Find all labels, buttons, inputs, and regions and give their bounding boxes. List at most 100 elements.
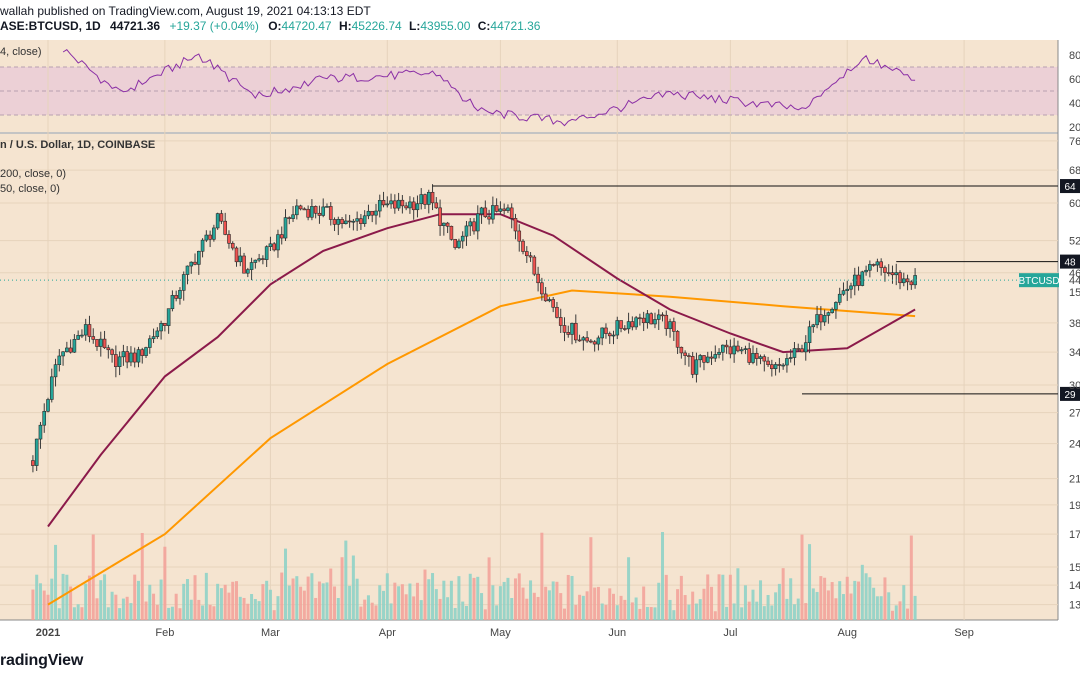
volume-bar xyxy=(438,598,442,620)
candle-body xyxy=(151,336,156,340)
candle-body xyxy=(773,364,778,370)
candle-body xyxy=(347,220,352,223)
candle-body xyxy=(121,351,126,358)
volume-bar xyxy=(713,611,717,620)
candle-body xyxy=(570,322,574,335)
volume-bar xyxy=(348,585,352,620)
candle-body xyxy=(208,234,212,240)
volume-bar xyxy=(864,573,868,620)
volume-bar xyxy=(593,587,597,620)
candle-body xyxy=(38,424,43,440)
candle-body xyxy=(166,308,171,326)
candle-body xyxy=(491,205,495,220)
volume-bar xyxy=(687,604,691,620)
candle-body xyxy=(340,218,344,224)
candle-body xyxy=(604,327,608,334)
volume-bar xyxy=(906,608,910,620)
candle-body xyxy=(83,324,88,336)
volume-bar xyxy=(849,593,853,620)
volume-bar xyxy=(351,555,355,620)
candle-body xyxy=(234,247,239,263)
symbol-tag-label: BTCUSD xyxy=(1018,276,1059,287)
price-axis-tick: 24 xyxy=(1069,439,1080,451)
candle-body xyxy=(106,347,111,351)
candle-body xyxy=(61,351,65,357)
volume-bar xyxy=(389,603,393,620)
candle-body xyxy=(200,239,205,252)
volume-bar xyxy=(329,568,333,620)
time-axis[interactable]: 2021 Feb Mar Apr May Jun Jul Aug Sep xyxy=(36,627,974,639)
volume-bar xyxy=(415,582,419,620)
candle-body xyxy=(366,210,371,217)
candle-body xyxy=(679,346,684,354)
candle-body xyxy=(215,213,220,229)
volume-bar xyxy=(35,574,39,620)
volume-bar xyxy=(725,606,729,620)
candle-body xyxy=(638,317,642,320)
volume-bar xyxy=(359,606,363,620)
rsi-axis[interactable]: 80 60 40 20 xyxy=(1069,50,1080,134)
price-axis-tick: 27 xyxy=(1069,408,1080,420)
volume-bar xyxy=(706,574,710,620)
volume-bar xyxy=(306,576,310,620)
candle-body xyxy=(227,234,231,244)
ma50-line xyxy=(47,213,916,528)
candle-body xyxy=(743,348,748,350)
volume-bar xyxy=(366,595,370,620)
candle-body xyxy=(178,290,182,299)
volume-bar xyxy=(227,592,231,620)
volume-bar xyxy=(800,534,804,620)
volume-bar xyxy=(710,586,714,620)
candle-body xyxy=(713,354,718,359)
candle-body xyxy=(626,321,631,330)
volume-bar xyxy=(702,588,706,620)
volume-bar xyxy=(657,582,661,620)
low-value: 43955.00 xyxy=(420,19,471,33)
candle-body xyxy=(434,202,439,209)
ma50-legend: 50, close, 0) xyxy=(0,183,60,195)
volume-bar xyxy=(566,574,570,620)
volume-bar xyxy=(299,586,303,620)
time-axis-tick: Mar xyxy=(261,627,280,639)
price-axis-tick: 13 xyxy=(1069,600,1080,612)
candle-body xyxy=(125,351,129,363)
volume-bar xyxy=(841,594,845,620)
candle-body xyxy=(909,281,914,286)
volume-bar xyxy=(570,575,574,620)
volume-bar xyxy=(529,580,533,620)
candle-body xyxy=(42,411,47,426)
horizontal-levels[interactable]: 64 48 29 BTCUSD xyxy=(0,179,1080,401)
candle-body xyxy=(287,217,292,219)
candle-body xyxy=(276,234,280,251)
candle-body xyxy=(351,220,356,223)
candle-body xyxy=(76,335,80,340)
candle-body xyxy=(894,272,899,276)
volume-bar xyxy=(751,589,755,620)
volume-bar xyxy=(170,606,174,620)
volume-bar xyxy=(461,601,465,620)
price-axis-tick: 46 xyxy=(1069,268,1080,280)
volume-bar xyxy=(408,583,412,620)
time-axis-tick: Jun xyxy=(608,627,626,639)
volume-bar xyxy=(691,591,695,620)
candle-body xyxy=(479,207,484,215)
candle-body xyxy=(313,206,318,214)
volume-bar xyxy=(355,578,359,620)
volume-bar xyxy=(189,599,193,620)
volume-bar xyxy=(182,583,186,620)
volume-bar xyxy=(378,585,382,620)
volume-bar xyxy=(875,596,879,620)
chart-canvas[interactable]: 64 48 29 BTCUSD 76 68 60 52 46 38 34 30 27 24 21 19 17 1… xyxy=(0,0,1080,645)
candle-body xyxy=(261,258,265,260)
candle-body xyxy=(619,320,623,329)
candle-body xyxy=(46,399,50,412)
volume-bar xyxy=(755,601,759,620)
volume-bar xyxy=(819,576,823,620)
candle-body xyxy=(253,259,258,263)
volume-bar xyxy=(743,585,747,620)
candle-body xyxy=(174,295,178,299)
ohlc-line: ASE:BTCUSD, 1D 44721.36 +19.37 (+0.04%) … xyxy=(0,19,544,33)
volume-bar xyxy=(201,605,205,620)
candle-body xyxy=(344,220,348,224)
